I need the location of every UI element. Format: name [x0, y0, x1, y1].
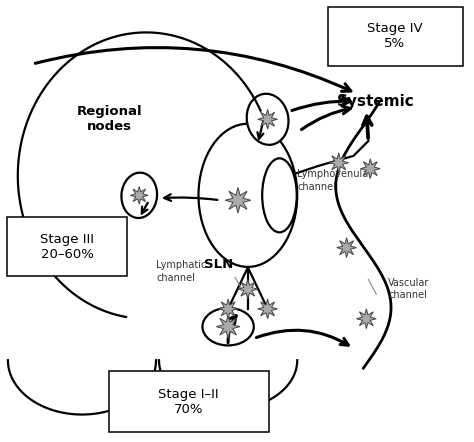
Polygon shape — [130, 187, 148, 204]
Polygon shape — [225, 187, 251, 213]
Text: Regional
nodes: Regional nodes — [77, 105, 142, 133]
Polygon shape — [329, 153, 348, 173]
Ellipse shape — [262, 158, 297, 232]
Polygon shape — [216, 315, 240, 339]
Text: Systemic: Systemic — [337, 94, 415, 109]
Polygon shape — [258, 110, 277, 129]
Text: Stage III
20–60%: Stage III 20–60% — [40, 232, 94, 261]
Polygon shape — [356, 309, 376, 329]
Text: Vascular
channel: Vascular channel — [388, 278, 429, 300]
FancyBboxPatch shape — [109, 371, 269, 432]
Text: Lymphatic
channel: Lymphatic channel — [156, 260, 206, 282]
FancyBboxPatch shape — [7, 217, 128, 276]
Polygon shape — [238, 279, 258, 299]
FancyBboxPatch shape — [328, 7, 463, 66]
Polygon shape — [218, 299, 238, 319]
Text: Stage IV
5%: Stage IV 5% — [367, 23, 423, 50]
Text: Stage I–II
70%: Stage I–II 70% — [158, 388, 219, 415]
Ellipse shape — [246, 94, 289, 145]
Text: Lymphovenular
channel: Lymphovenular channel — [297, 169, 373, 192]
Text: SLN: SLN — [204, 258, 233, 271]
Polygon shape — [360, 159, 380, 179]
Polygon shape — [258, 299, 277, 319]
Ellipse shape — [199, 124, 297, 267]
Polygon shape — [337, 238, 356, 258]
Ellipse shape — [202, 308, 254, 345]
Ellipse shape — [121, 173, 157, 218]
